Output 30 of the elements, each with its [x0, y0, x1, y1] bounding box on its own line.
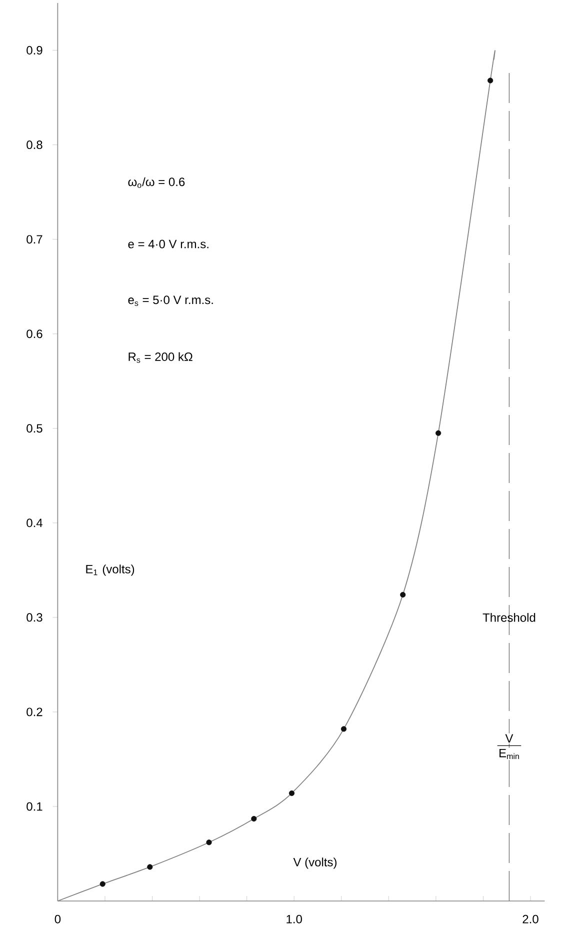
point [251, 816, 257, 822]
y-tick-label: 0.1 [26, 802, 42, 811]
point [488, 78, 494, 84]
x-tick-label: 1.0 [286, 914, 302, 924]
point [340, 726, 347, 732]
y-axis-title: E$_{1}$ (volts) [86, 564, 134, 576]
y-tick-label: 0.2 [26, 708, 42, 716]
point [100, 881, 106, 887]
x-axis-title: V (volts) [293, 858, 336, 869]
point [436, 430, 442, 436]
ref-line-label: Threshold [482, 613, 536, 622]
point [288, 790, 295, 796]
annotation: R$_{s}$ = 200 kΩ [128, 352, 192, 363]
point [147, 864, 153, 870]
y-tick-label: 0.3 [26, 613, 42, 622]
x-tick-label: 0 [54, 914, 61, 924]
annotation: V [505, 734, 514, 743]
y-tick-label: 0.6 [26, 330, 42, 338]
annotation: e = 4·0 V r.m.s. [128, 240, 208, 248]
point [206, 840, 212, 846]
y-tick-label: 0.5 [26, 424, 42, 433]
annotation: E$_{min}$ [500, 748, 519, 759]
y-tick-label: 0.4 [26, 518, 42, 528]
y-tick-label: 0.8 [26, 140, 42, 150]
y-tick-label: 0.9 [26, 46, 42, 55]
x-tick-label: 2.0 [522, 914, 538, 924]
annotation: e$_{s}$ = 5·0 V r.m.s. [128, 296, 213, 306]
annotation: ω$_{o}$/ω = 0.6 [128, 177, 185, 188]
y-tick-label: 0.7 [26, 235, 42, 244]
point [400, 592, 406, 598]
